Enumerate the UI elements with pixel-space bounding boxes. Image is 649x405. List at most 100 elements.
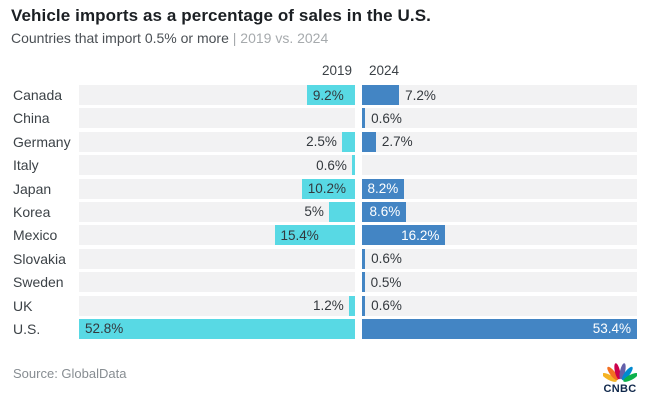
track-2019: 52.8% [79,318,355,339]
bar-2019: 52.8% [79,318,355,339]
bar-value-label-2024-inside: 53.4% [592,321,631,337]
center-axis-gap [355,178,362,199]
track-2019: 1.2% [79,295,355,316]
track-2019: 2.5% [79,131,355,152]
header-gap [355,63,362,78]
track-2019: 0.6% [79,155,355,176]
table-row: U.S. 52.8% 53.4% [13,318,637,339]
row-label: Canada [13,87,63,103]
track-2019: 9.2% [79,85,355,105]
track-2024: 0.6% [362,248,637,269]
bar-2024 [362,85,400,105]
bar-2019 [348,295,355,316]
col-header-2024: 2024 [369,63,400,78]
row-label: Germany [13,133,71,150]
track-2024: 53.4% [362,318,637,339]
bar-2019 [328,201,355,222]
row-label: Italy [13,157,39,174]
table-row: China 0.6% [13,108,637,129]
bar-value-label-2019-outside: 5% [304,204,324,220]
bar-value-label-2024-outside: 0.6% [371,110,402,126]
table-row: Sweden 0.5% [13,272,637,293]
cnbc-logo: CNBC [600,362,640,395]
bar-2024: 8.2% [362,178,405,199]
subtitle-main: Countries that import 0.5% or more [11,30,229,46]
row-label: Korea [13,203,51,220]
track-2019: 5% [79,201,355,222]
table-row: Mexico 15.4% 16.2% [13,225,637,246]
bar-value-label-2024-outside: 0.6% [371,298,402,314]
table-row: Canada 9.2% 7.2% [13,85,637,105]
center-axis-gap [355,108,362,129]
row-label: China [13,110,50,127]
center-axis-gap [355,131,362,152]
center-axis-gap [355,295,362,316]
column-headers: 2019 2024 [13,63,637,78]
page-subtitle: Countries that import 0.5% or more | 201… [11,30,328,46]
bar-2019: 10.2% [301,178,355,199]
track-2024: 0.5% [362,272,637,293]
subtitle-comparison: 2019 vs. 2024 [240,30,329,46]
bar-2019: 9.2% [306,85,355,105]
center-axis-gap [355,201,362,222]
table-row: Slovakia 0.6% [13,248,637,269]
bar-2024 [362,272,365,293]
bar-2019 [351,155,355,176]
track-2019 [79,248,355,269]
bar-2024 [362,108,366,129]
bar-value-label-2019-outside: 2.5% [306,134,337,150]
bar-value-label-2019-inside: 52.8% [85,321,124,337]
table-row: Germany 2.5% 2.7% [13,131,637,152]
table-row: UK 1.2% 0.6% [13,295,637,316]
cnbc-logo-text: CNBC [603,383,637,395]
bar-value-label-2019-inside: 9.2% [312,87,344,103]
bar-2024 [362,131,376,152]
page-title: Vehicle imports as a percentage of sales… [11,6,431,25]
track-2019: 10.2% [79,178,355,199]
header-spacer [13,63,79,78]
track-2024: 16.2% [362,225,637,246]
bar-value-label-2024-inside: 8.6% [369,204,401,220]
bar-value-label-2024-outside: 2.7% [381,134,413,150]
table-row: Italy 0.6% [13,155,637,176]
track-2019 [79,108,355,129]
bar-2024: 8.6% [362,201,407,222]
track-2024: 8.6% [362,201,637,222]
table-row: Korea 5% 8.6% [13,201,637,222]
bar-2024: 16.2% [362,225,446,246]
row-label: Japan [13,180,52,197]
bar-value-label-2019-outside: 1.2% [312,298,344,314]
bar-value-label-2024-inside: 8.2% [367,181,399,197]
track-2019: 15.4% [79,225,355,246]
track-2024: 8.2% [362,178,637,199]
center-axis-gap [355,248,362,269]
bar-value-label-2024-outside: 7.2% [405,87,436,103]
row-label: U.S. [13,320,41,337]
diverging-bar-chart: Canada 9.2% 7.2% China [13,85,637,342]
track-2024: 0.6% [362,108,637,129]
center-axis-gap [355,155,362,176]
bar-value-label-2019-inside: 10.2% [307,181,346,197]
bar-value-label-2024-outside: 0.6% [371,251,402,267]
bar-value-label-2024-inside: 16.2% [401,227,440,243]
center-axis-gap [355,272,362,293]
center-axis-gap [355,85,362,105]
table-row: Japan 10.2% 8.2% [13,178,637,199]
bar-value-label-2024-outside: 0.5% [370,274,402,290]
track-2024: 0.6% [362,295,637,316]
track-2024: 7.2% [362,85,637,105]
row-label: Sweden [13,274,64,291]
bar-2024 [362,295,366,316]
row-label: Slovakia [13,250,66,267]
bar-value-label-2019-outside: 0.6% [316,157,347,173]
subtitle-separator: | [232,30,237,46]
bar-value-label-2019-inside: 15.4% [280,227,319,243]
bar-2019 [341,131,355,152]
bar-2024 [362,248,366,269]
center-axis-gap [355,225,362,246]
source-text: Source: GlobalData [13,366,127,381]
track-2024 [362,155,637,176]
row-label: UK [13,297,33,314]
track-2019 [79,272,355,293]
